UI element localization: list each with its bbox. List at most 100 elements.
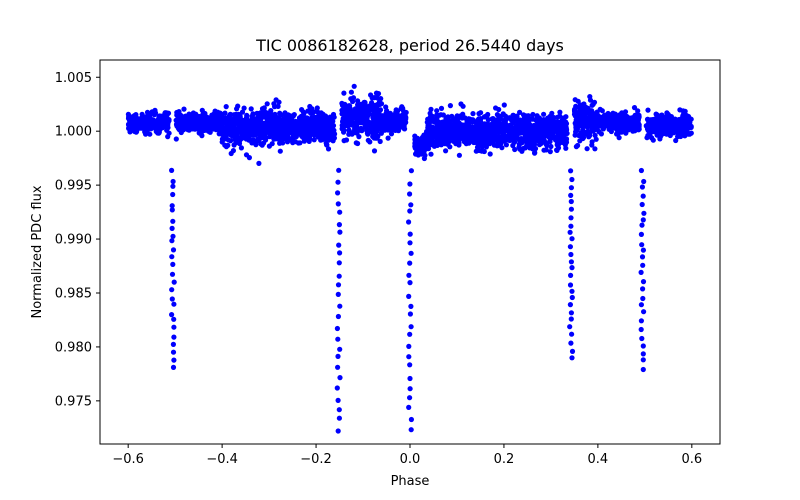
data-point — [210, 118, 216, 124]
data-point — [223, 104, 229, 110]
data-point — [361, 99, 368, 105]
data-point — [176, 114, 182, 120]
data-point — [408, 427, 414, 433]
data-point — [494, 143, 500, 149]
data-point — [575, 142, 581, 149]
data-point — [256, 160, 262, 166]
data-point — [577, 120, 583, 126]
data-point — [238, 145, 244, 151]
data-point — [568, 316, 574, 322]
data-point — [364, 130, 370, 136]
data-point — [646, 123, 653, 129]
data-point — [196, 130, 202, 136]
data-point — [348, 89, 354, 95]
data-point — [568, 272, 574, 278]
data-point — [387, 110, 393, 116]
data-point — [160, 120, 167, 126]
data-point — [336, 273, 342, 279]
data-point — [503, 142, 509, 148]
data-point — [207, 126, 213, 132]
data-point — [407, 181, 413, 187]
data-point — [510, 112, 516, 118]
data-point — [402, 120, 408, 126]
data-point — [315, 113, 321, 119]
data-point — [645, 107, 651, 113]
data-point — [301, 130, 307, 136]
data-point — [476, 147, 482, 154]
data-point — [371, 135, 377, 141]
data-point — [291, 112, 297, 118]
data-point — [407, 280, 413, 286]
data-point — [393, 126, 399, 132]
data-point — [593, 136, 599, 142]
data-point — [375, 91, 382, 97]
data-point — [371, 148, 378, 154]
data-point — [359, 127, 365, 133]
data-point — [535, 119, 541, 125]
data-point — [233, 127, 239, 133]
data-point — [327, 134, 333, 140]
data-point — [387, 120, 393, 126]
data-point — [334, 325, 340, 332]
data-point — [490, 133, 496, 139]
data-point — [319, 122, 325, 128]
data-point — [577, 108, 583, 114]
data-point — [580, 135, 586, 142]
data-point — [169, 254, 175, 260]
data-point — [170, 349, 177, 355]
data-point — [568, 310, 575, 316]
data-point — [561, 115, 567, 121]
data-point — [639, 201, 645, 208]
data-point — [238, 129, 245, 135]
x-tick-label: 0.2 — [494, 452, 515, 467]
data-point — [270, 129, 276, 136]
data-point — [173, 136, 179, 142]
data-point — [270, 114, 276, 120]
data-point — [335, 190, 341, 196]
data-point — [512, 146, 518, 153]
data-point — [567, 324, 573, 330]
data-point — [303, 123, 309, 129]
data-point — [466, 116, 472, 122]
data-point — [215, 109, 221, 115]
data-point — [238, 116, 244, 122]
data-point — [235, 135, 241, 141]
data-point — [443, 139, 449, 145]
data-point — [293, 123, 299, 129]
data-point — [278, 127, 284, 133]
data-point — [383, 111, 389, 117]
data-point — [257, 135, 263, 141]
data-point — [673, 137, 679, 144]
data-point — [569, 265, 575, 271]
data-point — [636, 114, 642, 120]
data-point — [425, 128, 432, 134]
data-point — [650, 129, 656, 135]
data-point — [679, 127, 685, 133]
data-point — [555, 128, 561, 134]
data-point — [406, 219, 412, 225]
x-axis-ticks: −0.6 −0.4 −0.2 0.0 0.2 0.4 0.6 — [112, 444, 702, 467]
data-point — [631, 105, 638, 111]
data-point — [645, 132, 651, 139]
data-point — [171, 357, 177, 363]
data-point — [589, 108, 595, 114]
data-point — [169, 296, 175, 302]
data-point — [336, 222, 342, 228]
data-point — [141, 125, 147, 131]
y-tick-label: 0.975 — [55, 394, 92, 409]
data-point — [436, 128, 442, 134]
data-point — [337, 250, 343, 256]
data-point — [310, 109, 316, 115]
data-point — [169, 271, 176, 277]
data-point — [640, 279, 647, 285]
data-point — [341, 129, 347, 135]
data-point — [434, 139, 440, 145]
data-point — [569, 288, 575, 294]
data-point — [335, 364, 341, 370]
data-point — [640, 193, 646, 199]
data-point — [306, 138, 312, 144]
data-point — [639, 335, 645, 342]
data-point — [638, 302, 645, 308]
data-point — [127, 129, 133, 135]
data-point — [393, 109, 399, 116]
